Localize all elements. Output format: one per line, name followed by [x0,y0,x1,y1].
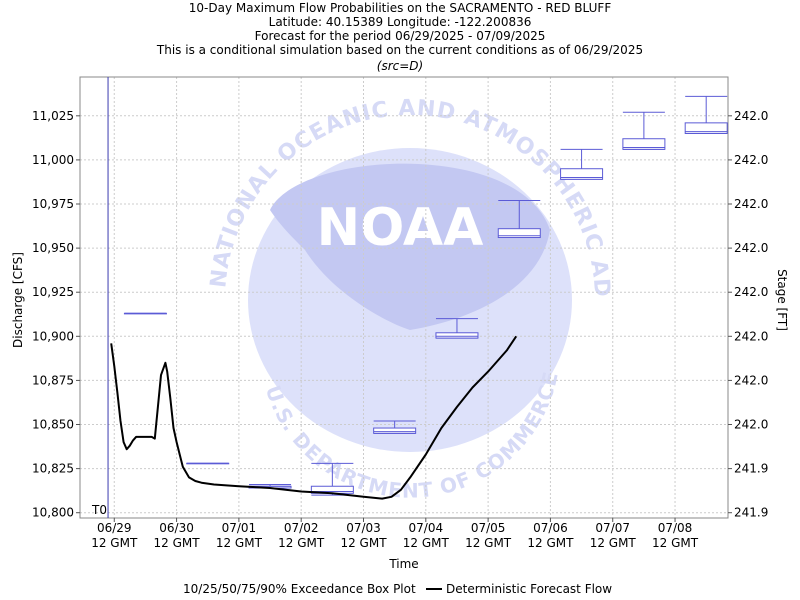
x-tick-time: 12 GMT [91,536,138,550]
plot-grid [80,77,728,518]
y-tick-label: 10,825 [32,462,74,476]
x-tick-time: 12 GMT [216,536,263,550]
y-tick-label: 11,000 [32,153,74,167]
plot-frame [79,76,729,519]
legend: 10/25/50/75/90% Exceedance Box Plot Dete… [183,582,612,596]
y-right-tick-label: 242.0 [734,329,768,343]
x-tick-time: 12 GMT [527,536,574,550]
box-plot [435,318,479,339]
chart-subtitle: (src=D) [377,59,423,73]
y-tick-label: 10,975 [32,197,74,211]
box-iqr [497,228,541,239]
t0-marker: T0 [91,77,109,518]
x-tick-time: 12 GMT [652,536,699,550]
y-tick-label: 10,850 [32,418,74,432]
title-line-1: 10-Day Maximum Flow Probabilities on the… [189,1,612,15]
x-tick-time: 12 GMT [154,536,201,550]
box-iqr [373,427,417,434]
y-right-tick-label: 241.9 [734,462,768,476]
x-tick-date: 06/29 [97,521,132,535]
box-plot [560,148,604,180]
x-tick-date: 07/01 [222,521,257,535]
box-iqr [684,122,728,134]
x-axis-label: Time [388,557,418,571]
y-axis-label: Discharge [CFS] [11,252,25,348]
box-plot [622,111,666,150]
title-line-3: Forecast for the period 06/29/2025 - 07/… [255,29,546,43]
y-tick-label: 10,950 [32,241,74,255]
y-right-tick-label: 242.0 [734,197,768,211]
y-tick-label: 10,925 [32,285,74,299]
x-tick-date: 07/03 [346,521,381,535]
x-tick-date: 07/06 [533,521,568,535]
y-tick-label: 10,900 [32,329,74,343]
box-plot [186,462,230,465]
box-iqr [560,168,604,180]
t0-label: T0 [91,503,107,517]
x-tick-time: 12 GMT [590,536,637,550]
watermark-logo-text: NOAA [317,198,484,258]
x-tick-date: 06/30 [159,521,194,535]
noaa-watermark: NOAA NATIONAL OCEANIC AND ATMOSPHERIC AD… [0,0,613,503]
x-tick-time: 12 GMT [403,536,450,550]
x-tick-date: 07/04 [409,521,444,535]
x-tick-date: 07/02 [284,521,319,535]
y-right-tick-label: 241.9 [734,506,768,520]
forecast-line [110,335,518,500]
x-tick-date: 07/05 [471,521,506,535]
title-line-2: Latitude: 40.15389 Longitude: -122.20083… [269,15,532,29]
box-plot [123,312,167,315]
legend-forecast-label: Deterministic Forecast Flow [446,582,612,596]
y-tick-label: 11,025 [32,109,74,123]
watermark-bird-shape [270,163,550,330]
forecast-flow-line [110,335,518,500]
y-right-tick-label: 242.0 [734,109,768,123]
box-plot [684,95,728,134]
y-tick-label: 10,800 [32,506,74,520]
x-tick-time: 12 GMT [465,536,512,550]
y-right-tick-label: 242.0 [734,418,768,432]
y-right-tick-label: 242.0 [734,153,768,167]
x-tick-time: 12 GMT [278,536,325,550]
title-line-4: This is a conditional simulation based o… [156,43,643,57]
x-tick-time: 12 GMT [340,536,387,550]
y-axis-left: 10,800 10,825 10,850 10,875 10,900 10,925 10,9… [32,109,80,520]
box-plot [373,420,417,434]
y-right-tick-label: 242.0 [734,373,768,387]
y-tick-label: 10,875 [32,373,74,387]
box-plot [497,199,541,239]
legend-box-plot-label: 10/25/50/75/90% Exceedance Box Plot [183,582,416,596]
box-iqr [622,138,666,150]
y-axis-right: 241.9 241.9 242.0 242.0 242.0 242.0 242.0 242.0… [728,109,768,520]
y-axis-right-label: Stage [FT] [775,269,789,331]
x-tick-date: 07/07 [595,521,630,535]
y-right-tick-label: 242.0 [734,241,768,255]
box-iqr [435,332,479,339]
x-tick-date: 07/08 [658,521,693,535]
y-right-tick-label: 242.0 [734,285,768,299]
